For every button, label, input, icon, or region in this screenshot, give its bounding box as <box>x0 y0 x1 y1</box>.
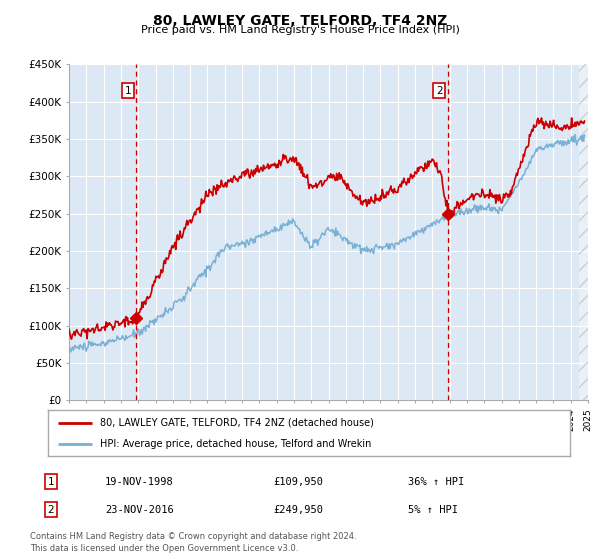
Text: 5% ↑ HPI: 5% ↑ HPI <box>408 505 458 515</box>
Bar <box>580 64 588 400</box>
Text: 80, LAWLEY GATE, TELFORD, TF4 2NZ: 80, LAWLEY GATE, TELFORD, TF4 2NZ <box>153 14 447 28</box>
Text: 80, LAWLEY GATE, TELFORD, TF4 2NZ (detached house): 80, LAWLEY GATE, TELFORD, TF4 2NZ (detac… <box>100 418 374 428</box>
Text: HPI: Average price, detached house, Telford and Wrekin: HPI: Average price, detached house, Telf… <box>100 439 371 449</box>
Text: 36% ↑ HPI: 36% ↑ HPI <box>408 477 464 487</box>
Bar <box>580 64 588 400</box>
Text: £249,950: £249,950 <box>273 505 323 515</box>
Text: £109,950: £109,950 <box>273 477 323 487</box>
Text: 1: 1 <box>47 477 55 487</box>
Text: 2: 2 <box>436 86 443 96</box>
Text: Contains HM Land Registry data © Crown copyright and database right 2024.
This d: Contains HM Land Registry data © Crown c… <box>30 533 356 553</box>
Text: 2: 2 <box>47 505 55 515</box>
Text: 23-NOV-2016: 23-NOV-2016 <box>105 505 174 515</box>
Text: Price paid vs. HM Land Registry's House Price Index (HPI): Price paid vs. HM Land Registry's House … <box>140 25 460 35</box>
Text: 1: 1 <box>124 86 131 96</box>
Text: 19-NOV-1998: 19-NOV-1998 <box>105 477 174 487</box>
